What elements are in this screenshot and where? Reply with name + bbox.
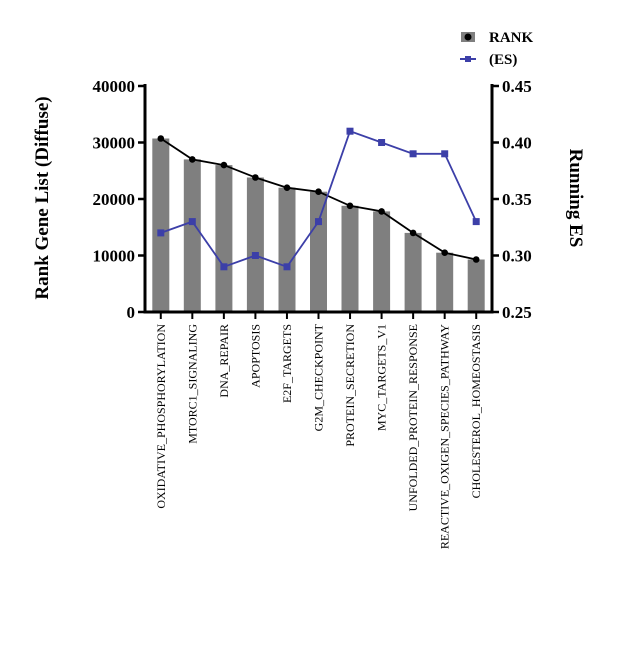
y-tick-label: 20000	[93, 190, 136, 209]
x-tick-label: E2F_TARGETS	[280, 324, 294, 403]
rank-bar	[215, 165, 233, 312]
es-point	[378, 139, 386, 146]
rank-point	[378, 208, 385, 215]
rank-bar	[404, 232, 422, 312]
rank-bar	[183, 159, 201, 312]
es-point	[188, 218, 196, 226]
y-tick-label: 10000	[93, 247, 136, 266]
rank-bar	[278, 187, 296, 312]
rank-point	[315, 188, 322, 195]
y2-tick-label: 0.25	[502, 303, 532, 322]
x-tick-label: APOPTOSIS	[248, 324, 262, 388]
x-tick-label: PROTEIN_SECRETION	[343, 324, 357, 447]
x-tick-label: DNA_REPAIR	[217, 324, 231, 398]
legend: RANK (ES)	[460, 30, 533, 68]
rank-point	[472, 256, 480, 263]
rank-bar	[341, 205, 359, 312]
es-point	[441, 150, 449, 158]
x-tick-label: UNFOLDED_PROTEIN_RESPONSE	[406, 324, 420, 511]
rank-bar	[310, 191, 327, 312]
y2-axis-title: Running ES	[565, 149, 586, 248]
y2-tick-label: 0.35	[502, 190, 532, 209]
y2-tick-label: 0.40	[502, 134, 532, 153]
es-point	[283, 263, 291, 271]
rank-bar	[152, 138, 170, 312]
rank-bar	[467, 259, 485, 312]
x-tick-label: REACTIVE_OXIGEN_SPECIES_PATHWAY	[438, 324, 452, 549]
rank-bar	[436, 252, 454, 312]
y2-tick-label: 0.30	[502, 247, 532, 266]
y-axis-title: Rank Gene List (Diffuse)	[32, 96, 53, 299]
es-point	[220, 263, 228, 271]
x-tick-label: MTORC1_SIGNALING	[185, 324, 199, 444]
rank-point	[157, 135, 165, 142]
y-tick-label: 0	[127, 303, 136, 322]
legend-es-label: (ES)	[489, 52, 517, 68]
rank-bar	[246, 177, 264, 312]
x-tick-label: MYC_TARGETS_V1	[375, 324, 389, 431]
es-point	[409, 150, 417, 158]
rank-point	[220, 161, 228, 169]
rank-point	[346, 202, 354, 210]
legend-es-marker	[465, 56, 471, 62]
rank-point	[189, 156, 196, 163]
rank-point	[409, 229, 417, 237]
es-point	[157, 229, 165, 237]
es-point	[346, 127, 354, 135]
rank-point	[283, 184, 291, 191]
x-tick-label: CHOLESTEROL_HOMEOSTASIS	[469, 324, 483, 498]
y2-tick-label: 0.45	[502, 77, 532, 96]
legend-rank-label: RANK	[489, 30, 533, 46]
plot-area: 0 10000 20000 30000 40000 0.25 0.30 0.35 0.40 0.4…	[93, 77, 532, 549]
y-tick-label: 30000	[93, 134, 136, 153]
es-point	[315, 218, 322, 226]
es-point	[251, 252, 259, 259]
es-point	[472, 218, 480, 226]
x-tick-label: OXIDATIVE_PHOSPHORYLATION	[154, 324, 168, 509]
x-tick-label: G2M_CHECKPOINT	[312, 323, 326, 431]
legend-rank-marker	[464, 33, 472, 41]
rank-bar	[373, 211, 391, 312]
rank-point	[441, 249, 449, 256]
rank-point	[252, 174, 259, 181]
y-tick-label: 40000	[93, 77, 136, 96]
